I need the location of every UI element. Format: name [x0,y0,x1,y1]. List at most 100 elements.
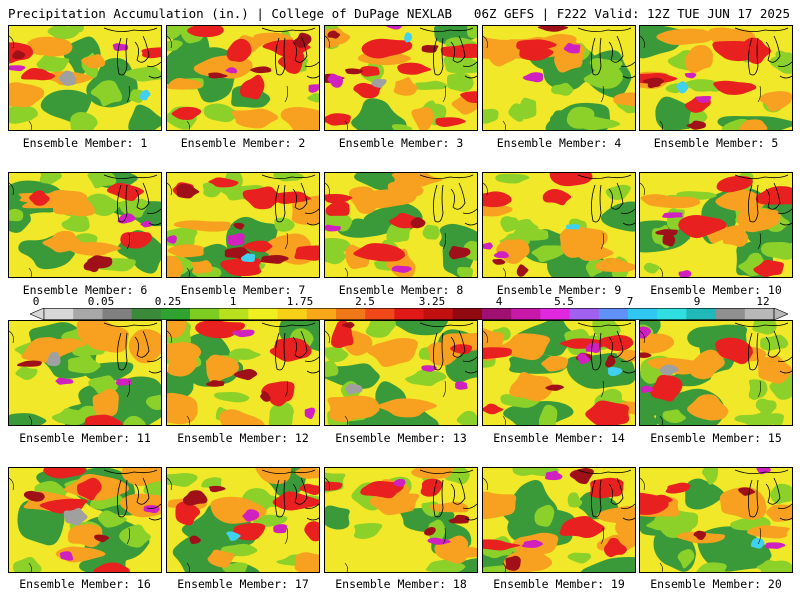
colorbar-swatch [277,308,308,320]
ensemble-member-label: Ensemble Member: 2 [180,136,306,150]
ensemble-member-label: Ensemble Member: 13 [335,431,467,445]
ensemble-member-label: Ensemble Member: 19 [493,577,625,591]
colorbar-swatch [423,308,454,320]
ensemble-member-label: Ensemble Member: 17 [177,577,309,591]
ensemble-member-label: Ensemble Member: 4 [496,136,622,150]
great-lakes-outline [261,27,319,79]
precip-field-map [640,468,792,572]
great-lakes-outline [577,27,635,79]
colorbar-tick-label: 0 [32,295,40,308]
ensemble-panel-13 [324,320,478,426]
ensemble-member-label: Ensemble Member: 11 [19,431,151,445]
great-lakes-outline [734,174,792,226]
ensemble-member-label: Ensemble Member: 1 [22,136,148,150]
precip-field-map [640,321,792,425]
great-lakes-outline [419,469,477,521]
great-lakes-outline [261,174,319,226]
colorbar-tick-label: 4 [495,295,503,308]
great-lakes-outline [734,27,792,79]
ensemble-panel-7 [166,172,320,278]
ensemble-member-label: Ensemble Member: 6 [22,283,148,297]
ensemble-panel-17 [166,467,320,573]
colorbar-tick-label: 0.25 [154,295,182,308]
precip-field-map [483,321,635,425]
colorbar-swatch [657,308,687,320]
great-lakes-outline [419,174,477,226]
ensemble-panel-15 [639,320,793,426]
colorbar-swatch [190,308,220,320]
precip-field-map [167,468,319,572]
valid-time: 06Z GEFS | F222 Valid: 12Z TUE JUN 17 20… [473,6,790,21]
ensemble-panel-14 [482,320,636,426]
colorbar-swatch [686,308,716,320]
precip-field-map [9,26,161,130]
precip-field-map [325,26,477,130]
great-lakes-outline [419,27,477,79]
colorbar-tick-label: 9 [693,295,701,308]
ensemble-member-label: Ensemble Member: 10 [650,283,782,297]
great-lakes-outline [734,469,792,521]
colorbar-swatch [131,308,162,320]
ensemble-member-label: Ensemble Member: 15 [650,431,782,445]
great-lakes-outline [734,322,792,374]
ensemble-panel-8 [324,172,478,278]
ensemble-member-label: Ensemble Member: 18 [335,577,467,591]
great-lakes-outline [261,322,319,374]
ensemble-panel-10 [639,172,793,278]
great-lakes-outline [577,469,635,521]
colorbar-swatch [744,308,775,320]
precip-field-map [640,173,792,277]
great-lakes-outline [577,322,635,374]
precip-field-map [483,468,635,572]
ensemble-panel-1 [8,25,162,131]
ensemble-panel-19 [482,467,636,573]
colorbar-swatch [365,308,395,320]
colorbar-max-arrow [773,308,788,320]
ensemble-panel-18 [324,467,478,573]
colorbar-tick-label: 3.25 [418,295,446,308]
colorbar-swatch [306,308,337,320]
ensemble-member-label: Ensemble Member: 14 [493,431,625,445]
ensemble-panel-20 [639,467,793,573]
colorbar-tick-label: 7 [626,295,634,308]
ensemble-panel-11 [8,320,162,426]
ensemble-member-label: Ensemble Member: 9 [496,283,622,297]
colorbar-swatch [628,308,658,320]
colorbar-tick-label: 12 [756,295,770,308]
ensemble-panel-16 [8,467,162,573]
colorbar-tick-label: 0.05 [87,295,115,308]
colorbar-swatch [336,308,366,320]
ensemble-member-label: Ensemble Member: 8 [338,283,464,297]
colorbar-swatch [511,308,541,320]
ensemble-panel-4 [482,25,636,131]
colorbar-swatch [715,308,746,320]
colorbar-tick-label: 1 [229,295,237,308]
map-title: Precipitation Accumulation (in.) | Colle… [8,6,453,21]
great-lakes-outline [103,469,161,521]
great-lakes-outline [577,174,635,226]
great-lakes-outline [103,27,161,79]
ensemble-member-label: Ensemble Member: 5 [653,136,779,150]
colorbar-swatch [394,308,424,320]
precip-field-map [167,173,319,277]
colorbar-swatch [248,308,278,320]
colorbar-min-arrow [30,308,45,320]
colorbar-swatch [73,308,103,320]
colorbar-swatch [160,308,191,320]
colorbar-tick-label: 5.5 [554,295,574,308]
ensemble-panel-12 [166,320,320,426]
ensemble-panel-6 [8,172,162,278]
precip-field-map [325,173,477,277]
ensemble-member-label: Ensemble Member: 20 [650,577,782,591]
colorbar-swatch [219,308,249,320]
colorbar-swatch [452,308,483,320]
precip-field-map [325,468,477,572]
precip-field-map [483,26,635,130]
ensemble-panel-9 [482,172,636,278]
ensemble-panel-2 [166,25,320,131]
ensemble-member-label: Ensemble Member: 7 [180,283,306,297]
precip-field-map [9,468,161,572]
color-scale-bar [30,308,788,320]
ensemble-member-label: Ensemble Member: 16 [19,577,151,591]
precip-field-map [640,26,792,130]
